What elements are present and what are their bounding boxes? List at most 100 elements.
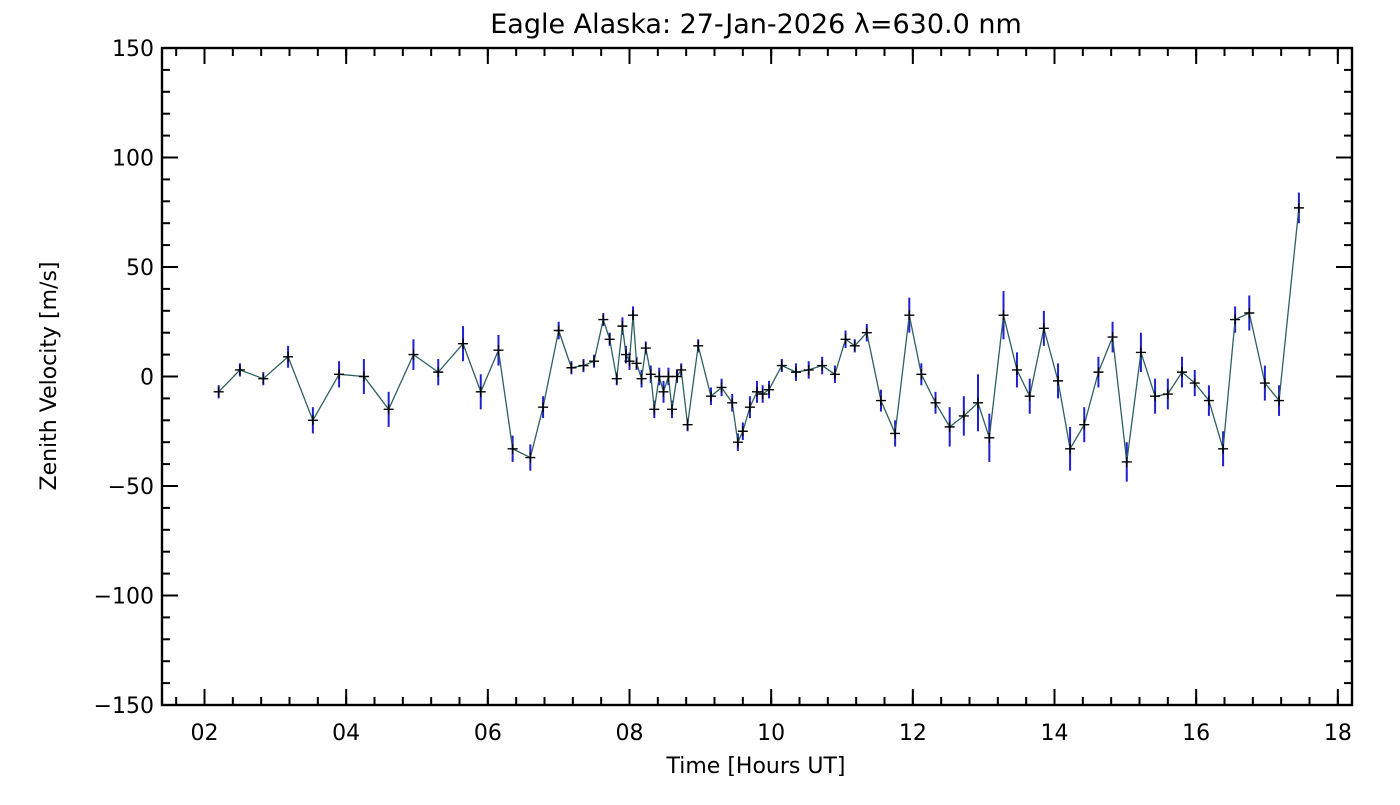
data-point [916, 369, 927, 380]
data-point [930, 397, 941, 408]
data-point [624, 356, 635, 367]
data-point [682, 419, 693, 430]
data-point [944, 421, 955, 432]
data-point [307, 415, 318, 426]
data-point [631, 358, 642, 369]
x-tick-label: 18 [1324, 721, 1352, 746]
data-point [764, 384, 775, 395]
data-point [984, 432, 995, 443]
data-point [334, 369, 345, 380]
data-point [752, 386, 762, 397]
y-axis-label: Zenith Velocity [m/s] [37, 262, 62, 491]
data-point [861, 327, 872, 338]
data-point [663, 371, 674, 382]
data-point [507, 443, 518, 454]
y-tick-label: 150 [112, 37, 154, 62]
data-point [1053, 375, 1064, 386]
x-tick-label: 02 [191, 721, 219, 746]
y-tick-label: −150 [94, 694, 154, 719]
data-point [408, 349, 419, 360]
y-tick-label: −50 [108, 475, 154, 500]
data-point [727, 397, 738, 408]
data-point [553, 325, 564, 336]
data-point [693, 340, 704, 351]
data-point [1162, 389, 1173, 400]
data-point [383, 404, 394, 415]
data-point [493, 345, 504, 356]
data-point [849, 340, 860, 351]
x-tick-label: 04 [332, 721, 360, 746]
y-tick-label: 0 [140, 366, 154, 391]
x-tick-label: 08 [616, 721, 644, 746]
data-point [671, 371, 682, 382]
data-point [875, 395, 886, 406]
data-point [817, 360, 828, 371]
x-tick-label: 12 [899, 721, 927, 746]
data-point [973, 397, 983, 408]
data-point [1011, 364, 1022, 375]
data-point [1293, 202, 1304, 213]
data-point [620, 349, 631, 360]
x-tick-label: 16 [1182, 721, 1210, 746]
data-point [1274, 395, 1285, 406]
data-point [1107, 332, 1118, 343]
data-point [705, 391, 716, 402]
data-point [757, 389, 768, 400]
data-point [611, 373, 622, 384]
data-point [654, 371, 665, 382]
data-point [283, 351, 294, 362]
data-point [458, 338, 469, 349]
data-point [1259, 378, 1270, 389]
data-point [676, 364, 687, 375]
data-point [1093, 367, 1104, 378]
y-tick-label: 50 [126, 256, 154, 281]
data-point [258, 373, 269, 384]
chart-title: Eagle Alaska: 27-Jan-2026 λ=630.0 nm [490, 9, 1022, 40]
data-point [1038, 323, 1049, 334]
data-point [1135, 347, 1146, 358]
x-tick-label: 06 [474, 721, 502, 746]
data-point [566, 362, 577, 373]
data-point [1024, 391, 1035, 402]
data-point [790, 367, 801, 378]
data-point [716, 382, 727, 393]
data-point [1230, 314, 1241, 325]
data-point [776, 360, 787, 371]
data-point [617, 321, 628, 332]
data-point [525, 452, 536, 463]
data-point [1150, 391, 1161, 402]
data-point [604, 334, 615, 345]
data-point [1065, 443, 1076, 454]
data-point [538, 402, 549, 413]
data-point [744, 402, 755, 413]
data-point [890, 428, 901, 439]
data-point [234, 364, 245, 375]
data-point [1203, 395, 1214, 406]
x-tick-label: 10 [757, 721, 785, 746]
data-point [213, 386, 224, 397]
plot-frame [160, 46, 1354, 707]
data-point [1189, 378, 1200, 389]
data-point [628, 310, 639, 321]
data-point [636, 373, 647, 384]
data-point [998, 310, 1009, 321]
data-point [667, 404, 677, 415]
data-point [958, 410, 969, 421]
data-point [1177, 367, 1187, 378]
data-point [640, 343, 651, 354]
plot-area: 02 04 06 08 10 12 14 16 18 150 100 50 0 −50 −100 −150 [94, 37, 1354, 746]
data-point [840, 334, 851, 345]
y-tick-label: 100 [112, 147, 154, 172]
data-point [904, 310, 915, 321]
data-point [598, 314, 609, 325]
x-axis-label: Time [Hours UT] [666, 754, 846, 779]
data-point [1218, 443, 1229, 454]
data-point [1121, 456, 1132, 467]
data-point [658, 386, 669, 397]
data-point [829, 369, 840, 380]
data-point [475, 386, 486, 397]
data-point [589, 356, 600, 367]
data-point [649, 404, 660, 415]
